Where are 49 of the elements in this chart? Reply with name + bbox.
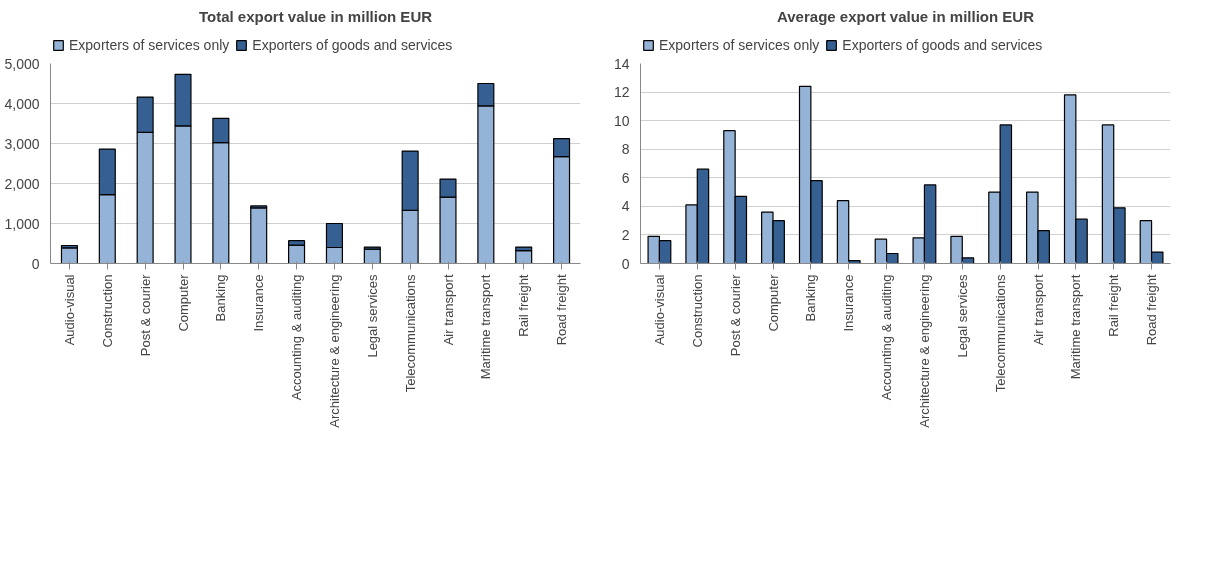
x-tick-label: Road freight: [554, 274, 570, 346]
y-tick-label: 2: [621, 226, 630, 243]
x-tick-label: Telecommunications: [992, 274, 1008, 393]
y-tick-label: 10: [613, 112, 630, 129]
legend-label: Exporters of services only: [69, 37, 230, 53]
y-tick-label: 4,000: [4, 95, 40, 112]
x-tick-label: Air transport: [1030, 274, 1046, 346]
legend-label: Exporters of goods and services: [252, 37, 453, 53]
x-tick-label: Computer: [765, 273, 781, 332]
x-tick-label: Construction: [689, 274, 705, 348]
x-tick-label: Audio-visual: [651, 274, 667, 346]
x-tick-label: Construction: [99, 274, 115, 348]
x-tick-label: Maritime transport: [478, 274, 494, 380]
x-tick-label: Rail freight: [516, 274, 532, 337]
y-tick-label: 5,000: [4, 55, 40, 72]
y-tick-label: 14: [613, 55, 630, 72]
y-tick-label: 3,000: [4, 135, 40, 152]
x-tick-label: Air transport: [440, 274, 456, 346]
legend-label: Exporters of goods and services: [842, 37, 1043, 53]
y-tick-label: 4: [621, 198, 630, 215]
x-tick-label: Banking: [213, 274, 229, 322]
bar: [250, 207, 268, 264]
x-tick-label: Rail freight: [1106, 274, 1122, 337]
x-tick-label: Maritime transport: [1068, 274, 1084, 380]
legend-label: Exporters of services only: [659, 37, 820, 53]
x-tick-label: Legal services: [364, 274, 380, 358]
x-tick-label: Accounting & auditing: [879, 274, 895, 401]
chart-title: Average export value in million EUR: [776, 7, 1035, 25]
x-tick-label: Road freight: [1144, 274, 1160, 346]
x-tick-label: Insurance: [251, 274, 267, 332]
x-tick-label: Banking: [803, 274, 819, 322]
x-tick-label: Legal services: [954, 274, 970, 358]
y-tick-label: 6: [621, 169, 630, 186]
x-tick-label: Architecture & engineering: [916, 274, 932, 428]
y-tick-label: 0: [621, 255, 630, 272]
chart-title: Total export value in million EUR: [198, 7, 433, 25]
x-tick-label: Post & courier: [727, 273, 743, 357]
y-tick-label: 1,000: [4, 215, 40, 232]
y-tick-label: 12: [613, 84, 630, 101]
y-tick-label: 0: [31, 255, 40, 272]
y-tick-label: 2,000: [4, 175, 40, 192]
x-tick-label: Audio-visual: [61, 274, 77, 346]
x-tick-label: Insurance: [841, 274, 857, 332]
y-tick-label: 8: [621, 141, 630, 158]
x-tick-label: Post & courier: [137, 273, 153, 357]
x-tick-label: Computer: [175, 273, 191, 332]
x-tick-label: Architecture & engineering: [326, 274, 342, 428]
x-tick-label: Telecommunications: [402, 274, 418, 393]
x-tick-label: Accounting & auditing: [289, 274, 305, 401]
